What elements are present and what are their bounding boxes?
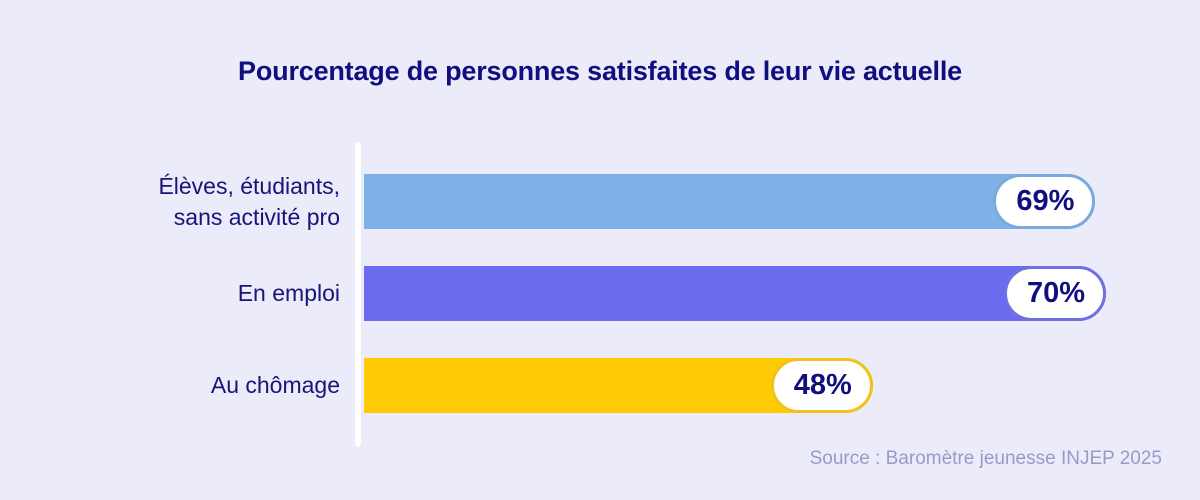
y-axis-line xyxy=(355,142,361,447)
value-label: 70% xyxy=(1003,266,1106,321)
category-label: En emploi xyxy=(238,278,340,309)
category-label-line: sans activité pro xyxy=(173,203,340,230)
category-label-line: En emploi xyxy=(237,280,340,306)
value-label: 48% xyxy=(770,358,873,413)
category-label: Au chômage xyxy=(211,370,340,401)
source-note: Source : Baromètre jeunesse INJEP 2025 xyxy=(809,448,1162,469)
bar: 48% xyxy=(364,358,873,413)
value-label: 69% xyxy=(993,174,1096,229)
category-label-line: Élèves, étudiants, xyxy=(158,172,340,199)
bar: 69% xyxy=(364,174,1096,229)
chart-title: Pourcentage de personnes satisfaites de … xyxy=(238,56,962,86)
bar: 70% xyxy=(364,266,1106,321)
category-label-line: Au chômage xyxy=(210,372,340,398)
category-label: Élèves, étudiants, sans activité pro xyxy=(158,171,340,233)
